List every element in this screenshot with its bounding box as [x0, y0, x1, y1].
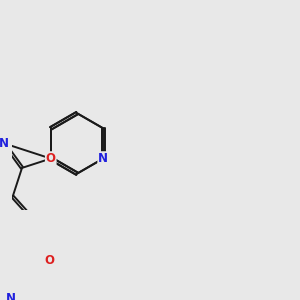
Text: O: O	[46, 152, 56, 165]
Text: N: N	[98, 152, 108, 165]
Text: N: N	[6, 292, 16, 300]
Text: N: N	[0, 137, 9, 150]
Text: O: O	[45, 254, 55, 267]
